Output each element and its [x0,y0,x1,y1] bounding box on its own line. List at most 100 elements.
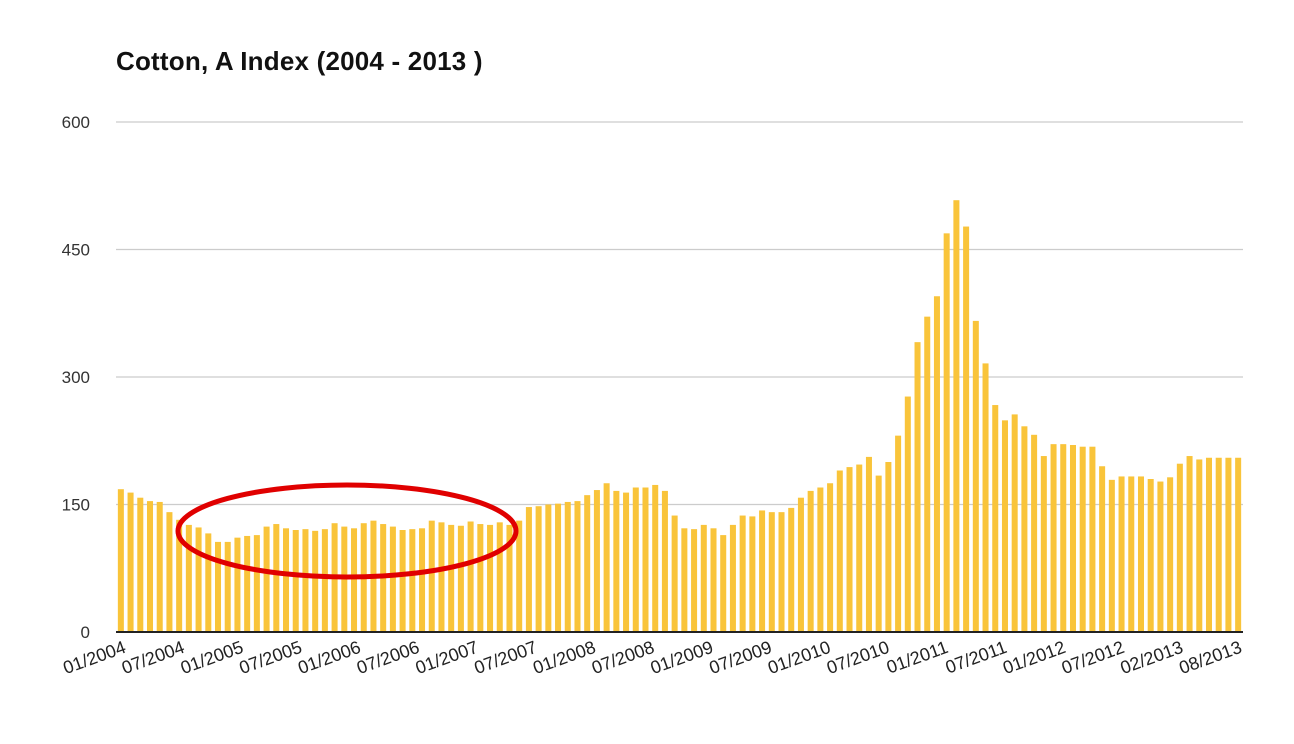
bar [399,530,406,632]
bar [982,363,989,632]
bar [729,524,736,632]
bar [574,501,581,632]
bar [603,483,610,632]
bar [234,537,241,632]
bar [593,490,600,632]
bar [321,529,328,632]
bar [263,526,270,632]
bar [700,524,707,632]
bar [487,524,494,632]
y-tick-label: 600 [62,113,90,132]
y-tick-label: 300 [62,368,90,387]
bar [1069,445,1076,632]
bar [419,528,426,632]
bar [525,507,532,632]
bar [623,492,630,632]
bar [428,520,435,632]
bar [691,529,698,632]
bar [768,512,775,632]
bar [409,529,416,632]
bar [933,296,940,632]
bar [215,541,222,632]
bar [166,512,173,632]
x-tick-label: 01/2009 [648,637,716,678]
bar [1060,444,1067,632]
bar [1031,434,1038,632]
bar [127,492,134,632]
annotations [175,482,519,580]
y-tick-label: 0 [81,623,90,642]
bar [661,490,668,632]
bar [516,520,523,632]
bar [739,515,746,632]
highlight-ellipse [175,482,519,580]
bar [632,487,639,632]
bar [1021,426,1028,632]
bar [1001,420,1008,632]
bar [389,526,396,632]
bar [1196,459,1203,632]
x-tick-label: 07/2011 [943,637,1010,678]
bar [1079,446,1086,632]
bar [720,535,727,632]
bar [467,521,474,632]
bar [312,530,319,632]
bar [1186,456,1193,632]
bar [778,512,785,632]
bar [992,405,999,632]
bar [1011,414,1018,632]
bar [788,507,795,632]
bar [244,535,251,632]
x-tick-label: 07/2009 [706,637,774,678]
bar [176,519,183,632]
bar [972,320,979,632]
bar [1205,457,1212,632]
bar [953,200,960,632]
bar [1235,457,1242,632]
bar [1137,476,1144,632]
bar [1167,477,1174,632]
bar [448,524,455,632]
x-tick-label: 07/2006 [354,637,422,678]
bar [457,525,464,632]
x-tick-label: 01/2004 [60,637,128,678]
x-tick-label: 01/2007 [413,637,481,678]
x-tick-label: 01/2008 [530,637,598,678]
bar [545,504,552,632]
bar [836,470,843,632]
x-tick-label: 07/2008 [589,637,657,678]
bar [1157,481,1164,632]
bar [671,515,678,632]
bar [253,535,260,632]
bar [1128,476,1135,632]
x-tick-label: 08/2013 [1176,637,1244,678]
x-tick-label: 01/2010 [765,637,833,678]
bar [292,530,299,632]
bar [1099,466,1106,632]
bar [807,490,814,632]
bar [146,501,154,632]
bar [1118,476,1125,632]
x-tick-label: 07/2012 [1059,637,1127,678]
bar [681,528,688,632]
bar [797,497,804,632]
bar [584,495,591,632]
bar [613,490,620,632]
bar [914,342,921,632]
bar [1089,446,1096,632]
bar [759,510,766,632]
bar [1215,457,1222,632]
chart-title: Cotton, A Index (2004 - 2013 ) [116,46,483,76]
bar [875,475,882,632]
bar [438,522,445,632]
bar [1176,463,1183,632]
bar [846,467,853,632]
bar [943,233,950,632]
bar [1040,456,1047,632]
x-tick-label: 01/2012 [1000,637,1068,678]
bar [865,456,872,632]
bar [642,487,649,632]
bar [351,528,358,632]
bar [1108,479,1115,632]
